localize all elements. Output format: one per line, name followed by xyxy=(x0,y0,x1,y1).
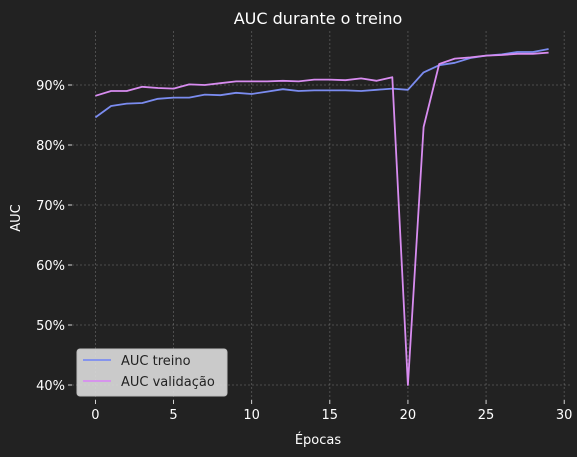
x-tick-label: 10 xyxy=(243,408,260,423)
y-tick-label: 60% xyxy=(36,259,65,274)
x-tick-label: 5 xyxy=(169,408,177,423)
x-tick-label: 0 xyxy=(91,408,99,423)
y-axis-label: AUC xyxy=(9,204,24,232)
y-tick-label: 90% xyxy=(36,79,65,94)
grid-lines xyxy=(72,31,572,400)
x-tick-label: 20 xyxy=(400,408,417,423)
legend: AUC treino AUC validação xyxy=(76,348,228,397)
legend-label-auc-validacao: AUC validação xyxy=(121,375,215,390)
chart-title: AUC durante o treino xyxy=(234,9,403,28)
y-tick-label: 50% xyxy=(36,319,65,334)
y-tick-label: 80% xyxy=(36,139,65,154)
series-line-auc-validacao xyxy=(95,51,549,386)
x-tick-label: 15 xyxy=(322,408,339,423)
y-tick-label: 70% xyxy=(36,199,65,214)
x-axis-ticks: 0 5 10 15 20 25 30 xyxy=(91,400,572,423)
series-lines xyxy=(94,48,549,386)
legend-label-auc-treino: AUC treino xyxy=(121,354,191,369)
y-tick-label: 40% xyxy=(36,379,65,394)
y-axis-ticks: 40% 50% 60% 70% 80% 90% xyxy=(36,79,72,394)
legend-box xyxy=(76,348,228,397)
x-tick-label: 25 xyxy=(478,408,495,423)
x-axis-label: Épocas xyxy=(295,432,342,448)
x-tick-label: 30 xyxy=(556,408,573,423)
